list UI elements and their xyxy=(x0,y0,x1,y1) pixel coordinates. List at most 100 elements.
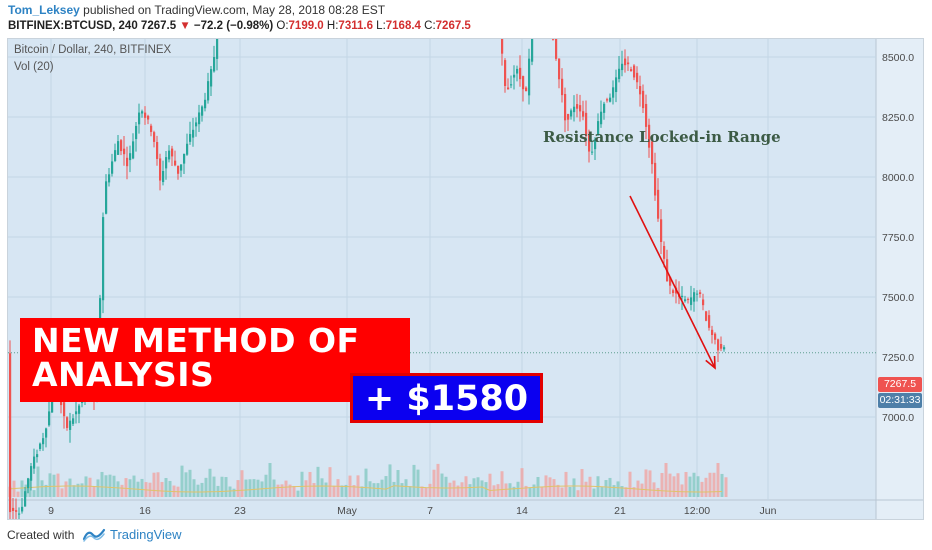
volume-bar-down xyxy=(452,480,456,497)
candle-down xyxy=(504,60,507,87)
volume-bar-up xyxy=(388,464,392,497)
candle-up xyxy=(138,112,141,125)
candle-up xyxy=(132,141,135,159)
volume-bar-down xyxy=(352,485,356,497)
volume-bar-up xyxy=(360,486,364,497)
volume-bar-up xyxy=(592,488,596,497)
volume-bar-up xyxy=(80,483,84,497)
volume-bar-up xyxy=(248,479,252,497)
high-label: H: xyxy=(326,20,339,32)
candle-down xyxy=(642,90,645,109)
volume-bar-up xyxy=(228,486,232,497)
volume-bar-down xyxy=(124,478,128,497)
volume-bar-down xyxy=(432,469,436,497)
volume-bar-up xyxy=(184,472,188,497)
volume-bar-down xyxy=(668,473,672,497)
x-tick-label: May xyxy=(337,505,358,517)
volume-bar-up xyxy=(20,480,24,497)
volume-bar-up xyxy=(320,478,324,497)
candle-down xyxy=(582,111,585,117)
volume-bar-up xyxy=(188,469,192,497)
candle-down xyxy=(525,87,528,92)
candle-up xyxy=(204,99,207,109)
candle-down xyxy=(63,402,66,417)
volume-bar-down xyxy=(724,477,728,497)
volume-bar-down xyxy=(280,484,284,497)
x-tick-label: 21 xyxy=(614,505,626,517)
volume-bar-down xyxy=(640,483,644,497)
candle-up xyxy=(210,69,213,87)
candle-up xyxy=(36,454,39,458)
volume-bar-up xyxy=(44,484,48,497)
volume-bar-down xyxy=(428,483,432,497)
volume-bar-down xyxy=(160,481,164,497)
candle-down xyxy=(687,298,690,300)
volume-bar-up xyxy=(412,464,416,497)
volume-bar-up xyxy=(72,485,76,497)
candle-up xyxy=(594,139,597,150)
volume-bar-down xyxy=(632,487,636,497)
candle-up xyxy=(75,411,78,415)
candle-down xyxy=(606,99,609,101)
last-price: 7267.5 xyxy=(140,20,177,32)
candle-down xyxy=(12,507,15,511)
candle-up xyxy=(141,111,144,114)
candle-up xyxy=(30,466,33,481)
candle-up xyxy=(186,143,189,155)
downtrend-arrow xyxy=(629,195,716,369)
volume-bar-down xyxy=(540,486,544,497)
volume-bar-up xyxy=(68,478,72,497)
volume-bar-down xyxy=(700,481,704,497)
volume-bar-up xyxy=(696,476,700,497)
volume-bar-down xyxy=(236,480,240,497)
volume-bar-down xyxy=(492,485,496,497)
chart-area[interactable]: 6500.07000.07250.07500.07750.08000.08250… xyxy=(7,38,924,520)
volume-bar-down xyxy=(56,473,60,497)
candle-up xyxy=(183,153,186,164)
price-chart[interactable]: 6500.07000.07250.07500.07750.08000.08250… xyxy=(8,39,923,519)
volume-bar-down xyxy=(488,473,492,497)
footer: Created with TradingView xyxy=(0,520,932,550)
x-tick-label: 12:00 xyxy=(684,505,710,517)
volume-bar-up xyxy=(24,484,28,497)
candle-down xyxy=(711,329,714,336)
ohlc-open: O:7199.0 xyxy=(276,20,323,32)
y-tick-label: 7000.0 xyxy=(882,412,914,424)
tradingview-link[interactable]: TradingView xyxy=(110,527,182,542)
volume-bar-up xyxy=(396,470,400,497)
candle-up xyxy=(621,63,624,71)
volume-bar-up xyxy=(84,476,88,497)
volume-bar-down xyxy=(644,469,648,497)
symbol-label: BITFINEX:BTCUSD, 240 xyxy=(8,20,138,32)
candle-down xyxy=(150,125,153,132)
promo-banner: NEW METHOD OF ANALYSIS xyxy=(20,318,410,402)
volume-bar-up xyxy=(688,476,692,497)
volume-bar-up xyxy=(568,487,572,497)
y-tick-label: 7750.0 xyxy=(882,232,914,244)
volume-bar-down xyxy=(580,469,584,497)
volume-bar-down xyxy=(552,479,556,497)
candle-up xyxy=(198,112,201,125)
tradingview-logo-icon[interactable] xyxy=(82,527,106,543)
candle-down xyxy=(636,72,639,83)
candle-down xyxy=(651,141,654,165)
candle-up xyxy=(180,164,183,171)
candle-up xyxy=(207,81,210,101)
volume-bar-up xyxy=(324,482,328,497)
volume-bar-down xyxy=(424,487,428,497)
volume-bar-down xyxy=(708,472,712,497)
candle-up xyxy=(201,106,204,116)
candle-up xyxy=(39,443,42,449)
volume-bar-up xyxy=(192,479,196,497)
volume-bar-up xyxy=(244,479,248,497)
volume-bar-down xyxy=(292,485,296,497)
candle-up xyxy=(570,110,573,117)
volume-bar-down xyxy=(684,471,688,497)
volume-bar-up xyxy=(264,474,268,497)
volume-bar-up xyxy=(256,479,260,497)
y-tick-label: 8250.0 xyxy=(882,112,914,124)
author-link[interactable]: Tom_Leksey xyxy=(8,3,80,17)
candle-down xyxy=(705,311,708,321)
volume-bar-down xyxy=(564,471,568,497)
candle-up xyxy=(78,405,81,414)
